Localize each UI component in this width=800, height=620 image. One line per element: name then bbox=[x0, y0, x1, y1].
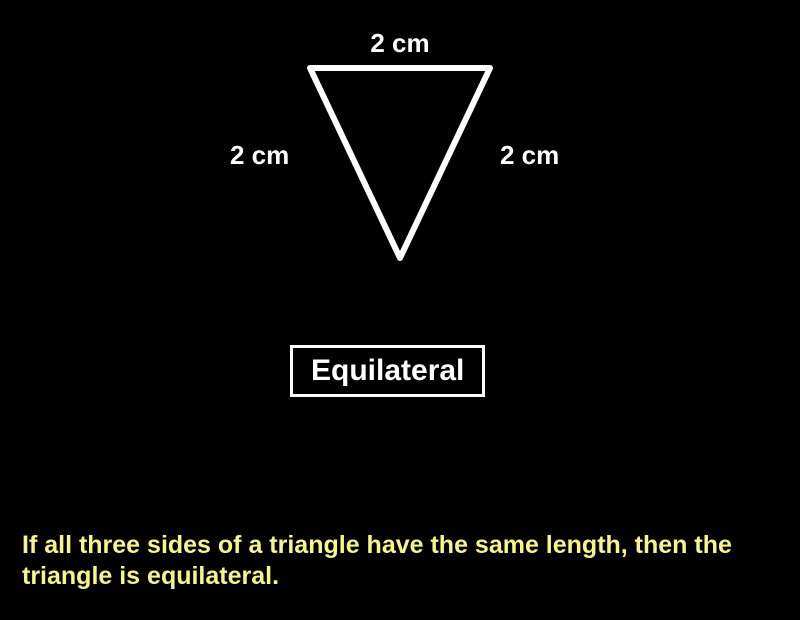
diagram-stage: 2 cm 2 cm 2 cm Equilateral If all three … bbox=[0, 0, 800, 620]
side-label-right: 2 cm bbox=[500, 140, 559, 171]
side-label-left: 2 cm bbox=[230, 140, 289, 171]
definition-text: If all three sides of a triangle have th… bbox=[22, 530, 782, 593]
triangle-type-label: Equilateral bbox=[311, 354, 464, 387]
side-label-top: 2 cm bbox=[0, 28, 800, 59]
triangle-shape bbox=[310, 68, 490, 258]
triangle-icon bbox=[300, 58, 500, 270]
triangle-type-box: Equilateral bbox=[290, 345, 485, 397]
